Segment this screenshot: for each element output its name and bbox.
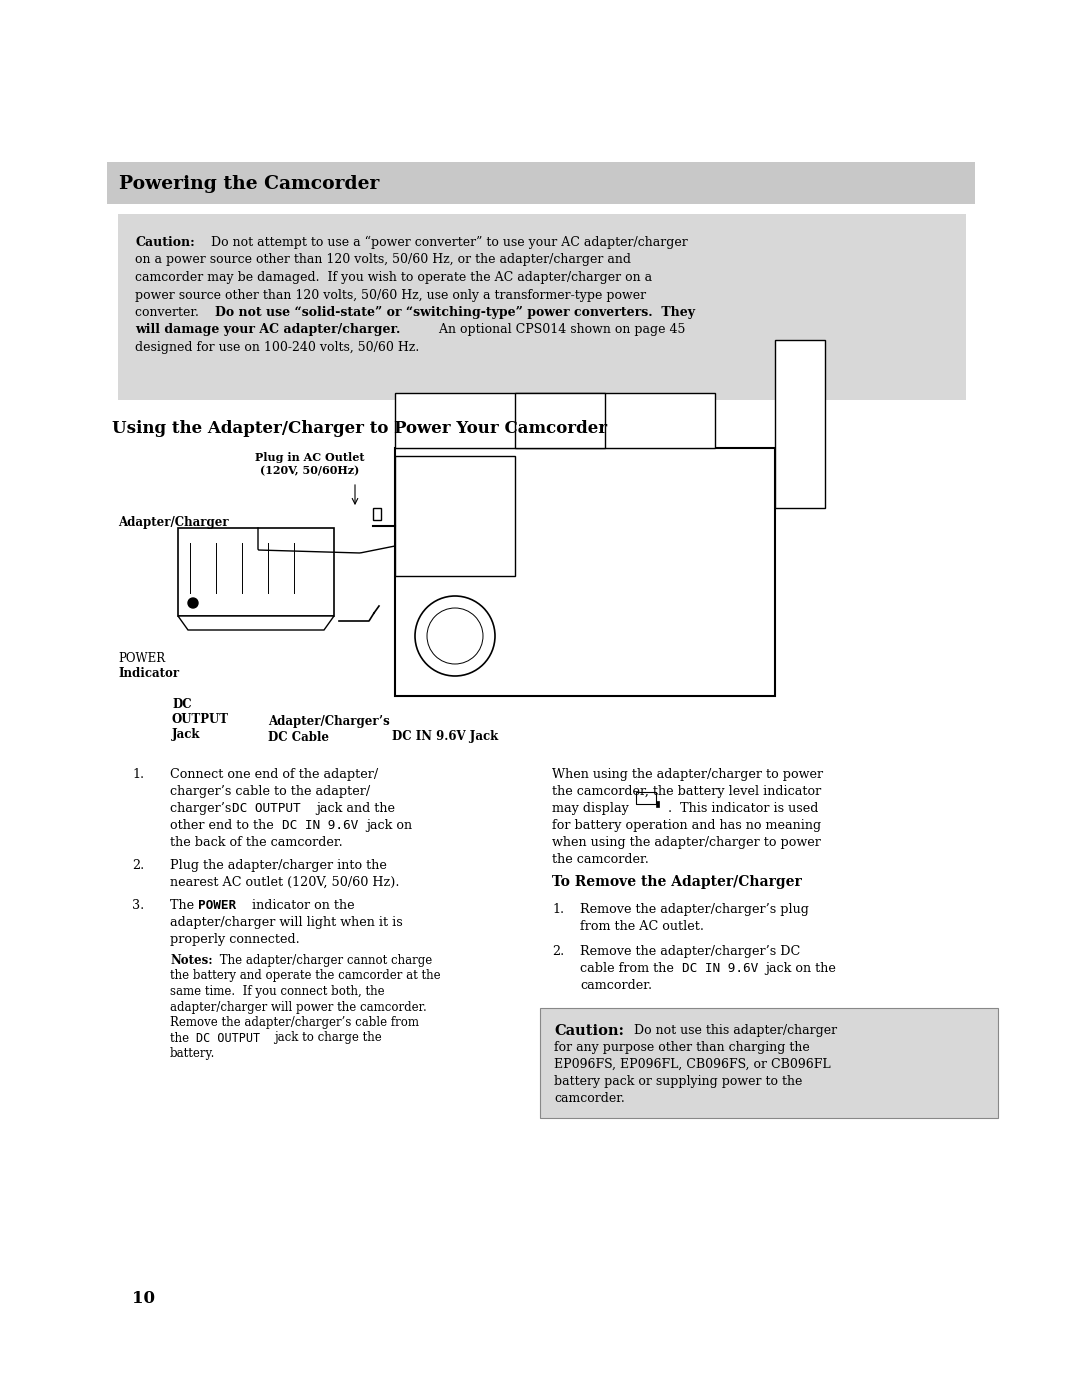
Text: DC IN 9.6V Jack: DC IN 9.6V Jack [392, 731, 498, 743]
Text: for battery operation and has no meaning: for battery operation and has no meaning [552, 819, 821, 833]
Text: for any purpose other than charging the: for any purpose other than charging the [554, 1041, 810, 1053]
Text: An optional CPS014 shown on page 45: An optional CPS014 shown on page 45 [427, 324, 686, 337]
Text: Using the Adapter/Charger to Power Your Camcorder: Using the Adapter/Charger to Power Your … [112, 420, 607, 437]
Text: When using the adapter/charger to power: When using the adapter/charger to power [552, 768, 823, 781]
Text: power source other than 120 volts, 50/60 Hz, use only a transformer-type power: power source other than 120 volts, 50/60… [135, 289, 646, 302]
Text: the battery and operate the camcorder at the: the battery and operate the camcorder at… [170, 970, 441, 982]
Text: .  This indicator is used: . This indicator is used [664, 802, 819, 814]
Text: charger’s cable to the adapter/: charger’s cable to the adapter/ [170, 785, 370, 798]
Text: The adapter/charger cannot charge: The adapter/charger cannot charge [216, 954, 432, 967]
Text: jack to charge the: jack to charge the [274, 1031, 381, 1045]
Text: Plug in AC Outlet
(120V, 50/60Hz): Plug in AC Outlet (120V, 50/60Hz) [255, 453, 365, 476]
Bar [118, 214, 966, 400]
Text: 2.: 2. [132, 859, 145, 872]
Text: Do not use “solid-state” or “switching-type” power converters.  They: Do not use “solid-state” or “switching-t… [215, 306, 696, 319]
Text: indicator on the: indicator on the [252, 900, 354, 912]
Bar [636, 792, 656, 805]
Text: Jack: Jack [172, 728, 201, 740]
Text: camcorder.: camcorder. [554, 1092, 624, 1105]
Text: cable from the: cable from the [580, 963, 678, 975]
Text: camcorder.: camcorder. [580, 979, 652, 992]
Text: Remove the adapter/charger’s cable from: Remove the adapter/charger’s cable from [170, 1016, 419, 1030]
Text: 10: 10 [132, 1289, 156, 1308]
Text: from the AC outlet.: from the AC outlet. [580, 921, 704, 933]
Text: jack on: jack on [366, 819, 413, 833]
Text: DC: DC [172, 698, 191, 711]
Text: POWER: POWER [118, 652, 165, 665]
Text: the camcorder, the battery level indicator: the camcorder, the battery level indicat… [552, 785, 821, 798]
Polygon shape [178, 616, 334, 630]
Text: adapter/charger will light when it is: adapter/charger will light when it is [170, 916, 403, 929]
Text: To Remove the Adapter/Charger: To Remove the Adapter/Charger [552, 875, 801, 888]
Text: Remove the adapter/charger’s DC: Remove the adapter/charger’s DC [580, 944, 800, 958]
Text: may display: may display [552, 802, 633, 814]
Text: other end to the: other end to the [170, 819, 278, 833]
Bar [395, 455, 515, 576]
Text: Notes:: Notes: [170, 954, 213, 967]
Text: the camcorder.: the camcorder. [552, 854, 649, 866]
Text: 1.: 1. [132, 768, 144, 781]
Text: when using the adapter/charger to power: when using the adapter/charger to power [552, 835, 821, 849]
Text: battery pack or supplying power to the: battery pack or supplying power to the [554, 1076, 802, 1088]
Text: Caution:: Caution: [135, 236, 194, 249]
Text: 1.: 1. [552, 902, 564, 916]
Text: the: the [170, 1031, 193, 1045]
Text: The: The [170, 900, 198, 912]
Text: the back of the camcorder.: the back of the camcorder. [170, 835, 342, 849]
Bar [178, 528, 334, 616]
Text: Caution:: Caution: [554, 1024, 624, 1038]
Text: Connect one end of the adapter/: Connect one end of the adapter/ [170, 768, 378, 781]
Text: will damage your AC adapter/charger.: will damage your AC adapter/charger. [135, 324, 401, 337]
Text: Do not attempt to use a “power converter” to use your AC adapter/charger: Do not attempt to use a “power converter… [207, 236, 688, 249]
Bar [775, 339, 825, 509]
Text: DC IN 9.6V: DC IN 9.6V [282, 819, 359, 833]
Bar [656, 800, 659, 807]
Text: DC OUTPUT: DC OUTPUT [232, 802, 300, 814]
Circle shape [188, 598, 198, 608]
Text: charger’s: charger’s [170, 802, 235, 814]
Text: designed for use on 100-240 volts, 50/60 Hz.: designed for use on 100-240 volts, 50/60… [135, 341, 419, 353]
Text: Do not use this adapter/charger: Do not use this adapter/charger [630, 1024, 837, 1037]
Bar [373, 509, 381, 520]
Text: 2.: 2. [552, 944, 564, 958]
Text: DC OUTPUT: DC OUTPUT [195, 1031, 260, 1045]
Text: properly connected.: properly connected. [170, 933, 300, 946]
Text: adapter/charger will power the camcorder.: adapter/charger will power the camcorder… [170, 1000, 427, 1013]
Text: OUTPUT: OUTPUT [172, 712, 229, 726]
Text: camcorder may be damaged.  If you wish to operate the AC adapter/charger on a: camcorder may be damaged. If you wish to… [135, 271, 652, 284]
Text: nearest AC outlet (120V, 50/60 Hz).: nearest AC outlet (120V, 50/60 Hz). [170, 876, 400, 888]
Text: DC IN 9.6V: DC IN 9.6V [681, 963, 758, 975]
Text: battery.: battery. [170, 1046, 215, 1060]
Bar [395, 393, 715, 448]
Bar [540, 1009, 998, 1118]
Bar [515, 393, 605, 448]
Text: jack on the: jack on the [765, 963, 836, 975]
Bar [395, 448, 775, 696]
Text: 3.: 3. [132, 900, 145, 912]
Bar [107, 162, 975, 204]
Text: on a power source other than 120 volts, 50/60 Hz, or the adapter/charger and: on a power source other than 120 volts, … [135, 253, 631, 267]
Text: Adapter/Charger: Adapter/Charger [118, 515, 229, 529]
Text: Indicator: Indicator [118, 666, 179, 680]
Text: converter.: converter. [135, 306, 207, 319]
Text: Adapter/Charger’s
DC Cable: Adapter/Charger’s DC Cable [268, 715, 390, 745]
Text: same time.  If you connect both, the: same time. If you connect both, the [170, 985, 384, 997]
Text: jack and the: jack and the [316, 802, 395, 814]
Text: Remove the adapter/charger’s plug: Remove the adapter/charger’s plug [580, 902, 809, 916]
Text: POWER: POWER [198, 900, 237, 912]
Text: Powering the Camcorder: Powering the Camcorder [119, 175, 379, 193]
Text: EP096FS, EP096FL, CB096FS, or CB096FL: EP096FS, EP096FL, CB096FS, or CB096FL [554, 1058, 831, 1071]
Text: Plug the adapter/charger into the: Plug the adapter/charger into the [170, 859, 387, 872]
